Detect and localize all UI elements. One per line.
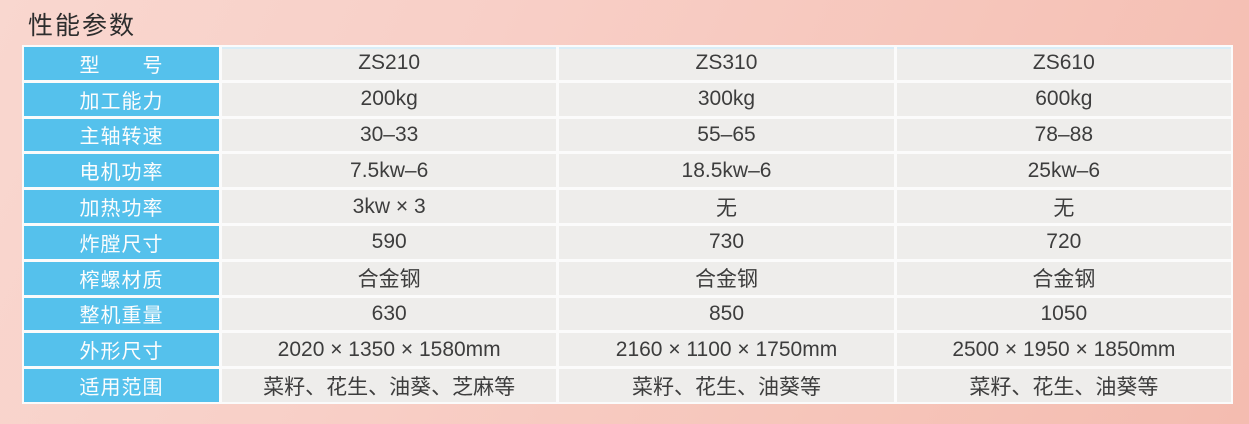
value-cell: 720 (896, 225, 1231, 259)
value-cell: 30–33 (222, 118, 557, 152)
value-cell: 2160 × 1100 × 1750mm (559, 333, 894, 367)
row-label-cell: 榨螺材质 (24, 261, 219, 295)
value-cell: 合金钢 (559, 261, 894, 295)
page-title: 性能参数 (28, 12, 137, 40)
value-cell: 无 (896, 190, 1231, 223)
value-cell: 850 (559, 297, 894, 331)
value-cell: 无 (559, 190, 894, 223)
row-label-cell: 炸膛尺寸 (24, 225, 219, 259)
spec-table: 型 号 ZS210 ZS310 ZS610 加工能力 200kg 300kg 600kg 主轴转… (22, 45, 1233, 404)
row-label-cell: 外形尺寸 (24, 333, 219, 367)
row-label-cell: 加热功率 (24, 190, 219, 223)
value-cell: 1050 (896, 297, 1231, 331)
value-cell: 菜籽、花生、油葵等 (559, 369, 894, 402)
value-cell: 2020 × 1350 × 1580mm (222, 333, 557, 367)
row-label-cell: 适用范围 (24, 369, 219, 402)
value-cell: 合金钢 (896, 261, 1231, 295)
value-cell: ZS310 (559, 47, 894, 80)
value-cell: 55–65 (559, 118, 894, 152)
row-label-cell: 整机重量 (24, 297, 219, 331)
value-cell: 菜籽、花生、油葵等 (896, 369, 1231, 402)
value-cell: ZS210 (222, 47, 557, 80)
value-cell: 2500 × 1950 × 1850mm (896, 333, 1231, 367)
value-cell: 合金钢 (222, 261, 557, 295)
row-label-cell: 加工能力 (24, 82, 219, 116)
value-cell: ZS610 (896, 47, 1231, 80)
value-cell: 590 (222, 225, 557, 259)
value-cell: 18.5kw–6 (559, 154, 894, 188)
value-cell: 730 (559, 225, 894, 259)
value-cell: 78–88 (896, 118, 1231, 152)
value-cell: 200kg (222, 82, 557, 116)
value-cell: 630 (222, 297, 557, 331)
row-label-cell: 型 号 (24, 47, 219, 80)
row-label-cell: 主轴转速 (24, 118, 219, 152)
value-cell: 300kg (559, 82, 894, 116)
value-cell: 600kg (896, 82, 1231, 116)
value-cell: 菜籽、花生、油葵、芝麻等 (222, 369, 557, 402)
value-cell: 7.5kw–6 (222, 154, 557, 188)
value-cell: 25kw–6 (896, 154, 1231, 188)
row-label-cell: 电机功率 (24, 154, 219, 188)
value-cell: 3kw × 3 (222, 190, 557, 223)
